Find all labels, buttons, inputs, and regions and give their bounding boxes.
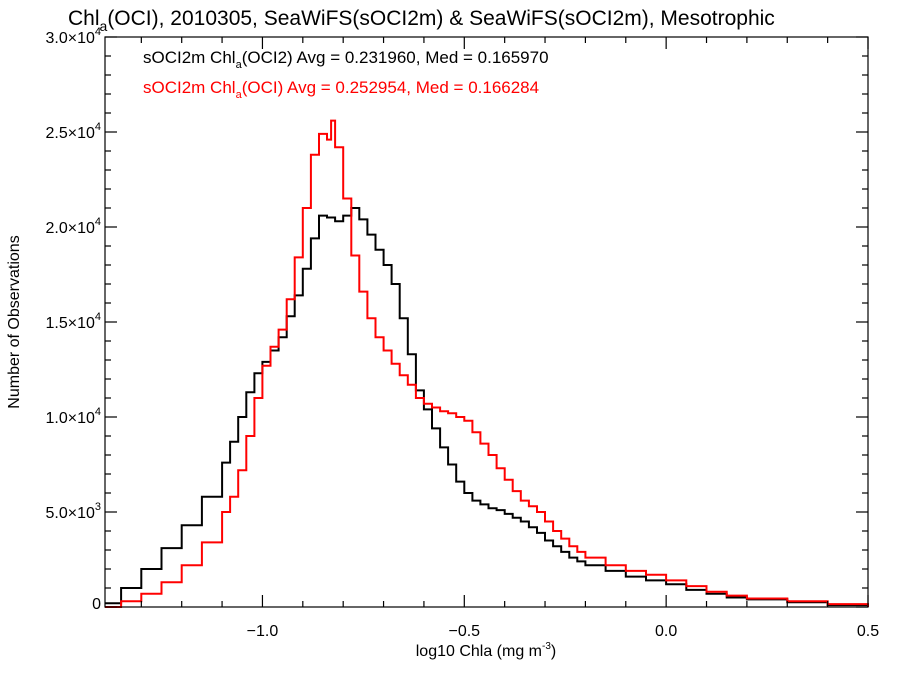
y-axis-label: Number of Observations [6, 235, 23, 408]
y-tick-label: 2.0×104 [45, 216, 101, 237]
y-tick-label: 0 [92, 596, 101, 613]
legend: sOCI2m Chla(OCI2) Avg = 0.231960, Med = … [143, 48, 549, 101]
series-line-1 [105, 207, 869, 607]
tick-layer: −1.0 −0.5 0.0 0.5 0 5.0×103 1.0×104 1.5×104 2.0×… [45, 26, 879, 640]
chart-title: Chla(OCI), 2010305, SeaWiFS(sOCI2m) & Se… [68, 7, 775, 34]
x-tick-label: 0.0 [655, 623, 677, 640]
x-tick-label: 0.5 [857, 623, 879, 640]
series-line-2 [105, 119, 869, 608]
x-tick-label: −0.5 [448, 623, 480, 640]
y-tick-label: 3.0×104 [45, 26, 101, 47]
x-tick-label: −1.0 [247, 623, 279, 640]
legend-entry-2: sOCI2m Chla(OCI) Avg = 0.252954, Med = 0… [143, 78, 539, 101]
legend-entry-1: sOCI2m Chla(OCI2) Avg = 0.231960, Med = … [143, 48, 549, 71]
series-layer [105, 119, 869, 608]
y-tick-label: 2.5×104 [45, 121, 101, 142]
y-tick-label: 1.5×104 [45, 311, 101, 332]
y-tick-label: 5.0×103 [45, 501, 101, 522]
x-axis-label: log10 Chla (mg m-3) [416, 641, 557, 660]
plot-frame [104, 36, 869, 608]
y-tick-label: 1.0×104 [45, 406, 101, 427]
